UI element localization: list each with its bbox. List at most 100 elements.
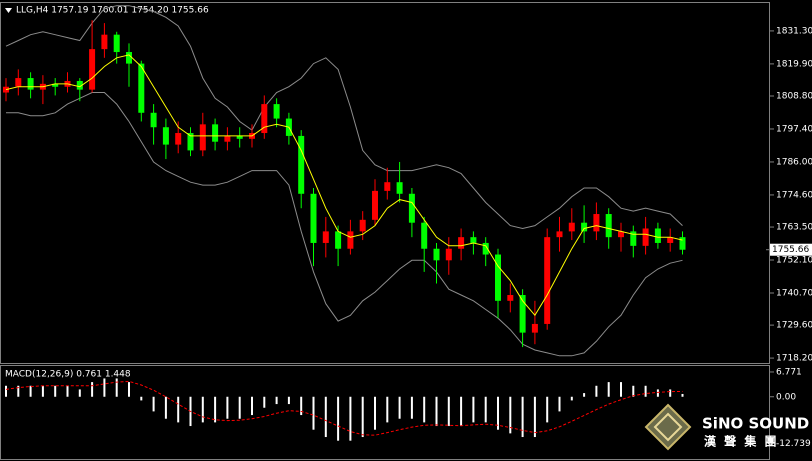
candle-body (654, 228, 661, 243)
macd-bar (5, 385, 7, 397)
macd-bar (374, 396, 376, 430)
candle-body (642, 228, 649, 246)
y-tick-label: 1819.90 (776, 59, 812, 69)
y-tick-label: 0.00 (776, 392, 796, 402)
y-tick-label: 1786.00 (776, 157, 812, 167)
macd-bar (337, 396, 340, 441)
candle-body (52, 83, 59, 87)
macd-bar (472, 396, 475, 423)
macd-bar (41, 385, 44, 397)
macd-bar (324, 396, 327, 438)
candle-body (679, 237, 686, 250)
macd-bar (558, 396, 561, 412)
macd-bar (226, 396, 229, 419)
macd-bar (103, 378, 106, 397)
candle-body (421, 222, 428, 249)
candle-body (630, 231, 637, 246)
y-tick-label: -12.739 (776, 439, 811, 449)
macd-bar (533, 396, 536, 438)
candle-body (593, 214, 600, 232)
macd-bar (620, 382, 622, 397)
candle-body (384, 182, 391, 191)
macd-bar (251, 396, 253, 416)
moving-average (5, 54, 683, 317)
macd-panel-frame (0, 365, 770, 460)
macd-bar (275, 396, 278, 405)
macd-bar (361, 396, 364, 438)
candle-body (372, 190, 378, 220)
candle-body (236, 135, 243, 139)
logo-icon (644, 403, 692, 451)
candle-body (568, 222, 575, 232)
macd-signal (5, 380, 683, 436)
candle-body (273, 104, 280, 119)
macd-bar (287, 396, 290, 405)
y-tick-label: 1729.60 (776, 321, 812, 331)
macd-bar (656, 389, 659, 397)
logo-chinese: 漢 聲 集 團 (704, 434, 779, 449)
macd-bar (509, 396, 512, 434)
candle-body (322, 231, 329, 243)
macd-bar (140, 396, 143, 401)
logo-name: SiNO SOUND (702, 415, 809, 433)
candle-body (199, 124, 206, 151)
candle-body (605, 214, 612, 238)
macd-bar (423, 396, 426, 423)
candle-body (470, 237, 477, 243)
main-panel-frame (0, 2, 770, 364)
y-tick-label: 1774.60 (776, 190, 812, 200)
macd-bar (78, 389, 81, 397)
macd-bar (238, 396, 241, 419)
candle-body (175, 133, 182, 145)
macd-bar (128, 382, 130, 397)
macd-bar (177, 396, 180, 423)
candle-body (76, 80, 83, 90)
y-tick-label: 1831.30 (776, 26, 812, 36)
candle-body (347, 231, 354, 249)
candle-body (482, 242, 489, 255)
logo: SiNO SOUND 漢 聲 集 團 (644, 403, 809, 451)
candle-body (556, 231, 563, 238)
bollinger-lower (6, 92, 683, 357)
candle-body (261, 104, 268, 134)
macd-bar (263, 396, 266, 408)
candle-body (138, 63, 145, 113)
y-tick-label: 1797.40 (776, 124, 812, 134)
macd-bar (669, 389, 672, 397)
macd-bar (583, 393, 586, 397)
candle-body (507, 295, 514, 301)
macd-bar (386, 396, 389, 423)
macd-bar (521, 396, 524, 438)
chart-title: LLG,H4 1757.19 1760.01 1754.20 1755.66 (16, 6, 209, 16)
candle-body (335, 231, 342, 249)
candle-body (150, 112, 157, 128)
macd-bar (570, 396, 573, 401)
macd-bar (152, 396, 155, 412)
candle-body (224, 135, 231, 142)
candle-body (396, 182, 403, 194)
candle-body (162, 127, 169, 145)
candle-body (212, 124, 219, 142)
y-tick-label: 6.771 (776, 367, 802, 377)
macd-bar (607, 382, 610, 397)
candle-body (495, 254, 501, 301)
last-price-box (770, 243, 812, 256)
macd-bar (29, 385, 32, 397)
bollinger-upper (5, 5, 683, 230)
candle-body (3, 86, 9, 93)
candle-body (15, 78, 22, 87)
candle-body (89, 49, 96, 90)
candle-body (359, 219, 366, 232)
macd-bar (681, 393, 684, 397)
macd-bar (435, 396, 438, 427)
y-tick-label: 1740.70 (776, 288, 812, 298)
logo-icon-inner (653, 412, 683, 442)
menu-arrow (5, 8, 12, 13)
candle-body (458, 237, 465, 249)
candle-body (126, 52, 132, 64)
macd-bar (497, 396, 499, 430)
candle-body (310, 193, 317, 243)
candle-body (445, 248, 452, 261)
macd-bar (484, 396, 487, 423)
